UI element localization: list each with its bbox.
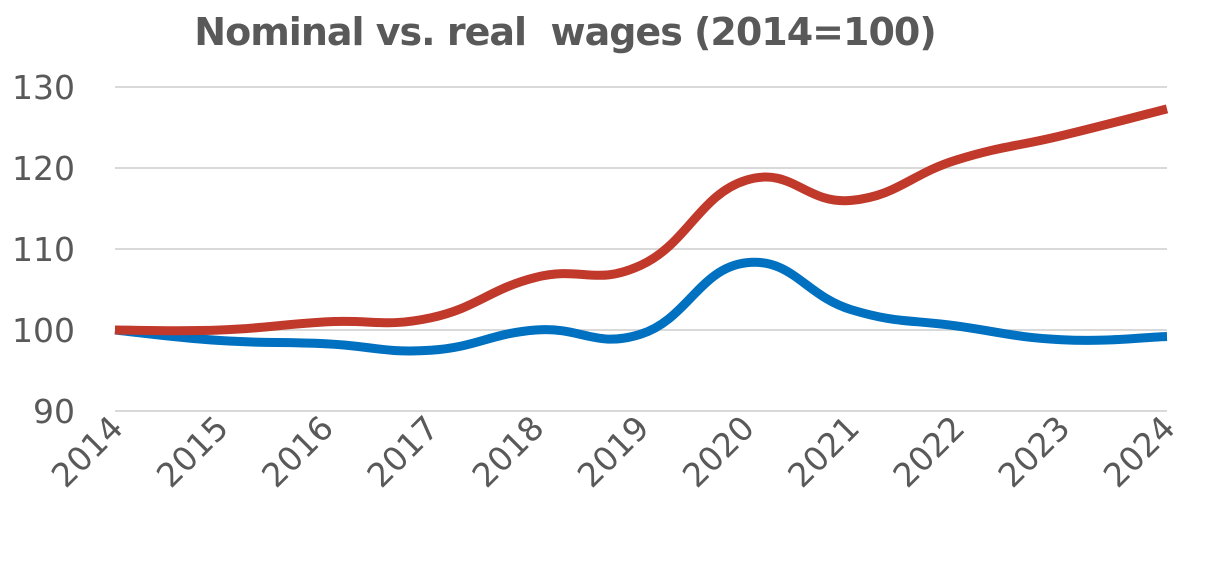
y-tick-label-90: 90 <box>33 392 75 431</box>
x-tick-label-2017: 2017 <box>359 408 446 495</box>
chart-title: Nominal vs. real wages (2014=100) <box>194 10 936 54</box>
y-tick-label-120: 120 <box>12 149 75 188</box>
x-tick-label-2018: 2018 <box>464 408 551 495</box>
x-tick-label-2016: 2016 <box>254 408 341 495</box>
x-tick-label-2021: 2021 <box>780 408 867 495</box>
y-tick-label-100: 100 <box>12 311 75 350</box>
x-tick-label-2024: 2024 <box>1096 408 1183 495</box>
series-line-nominal-wages <box>114 104 1169 336</box>
x-tick-label-2020: 2020 <box>675 408 762 495</box>
x-tick-label-2015: 2015 <box>149 408 236 495</box>
y-axis-ticks: 90 100 110 120 130 <box>12 68 75 431</box>
gridlines <box>115 86 1167 412</box>
x-tick-label-2019: 2019 <box>570 408 657 495</box>
x-tick-label-2023: 2023 <box>990 408 1077 495</box>
series-line-real-wages <box>114 257 1168 356</box>
x-axis-ticks: 2014 2015 2016 2017 2018 2019 2020 2021 2022 2023… <box>44 408 1183 495</box>
y-tick-label-130: 130 <box>12 68 75 107</box>
y-tick-label-110: 110 <box>12 230 75 269</box>
x-tick-label-2022: 2022 <box>885 408 972 495</box>
series-lines <box>114 104 1169 356</box>
